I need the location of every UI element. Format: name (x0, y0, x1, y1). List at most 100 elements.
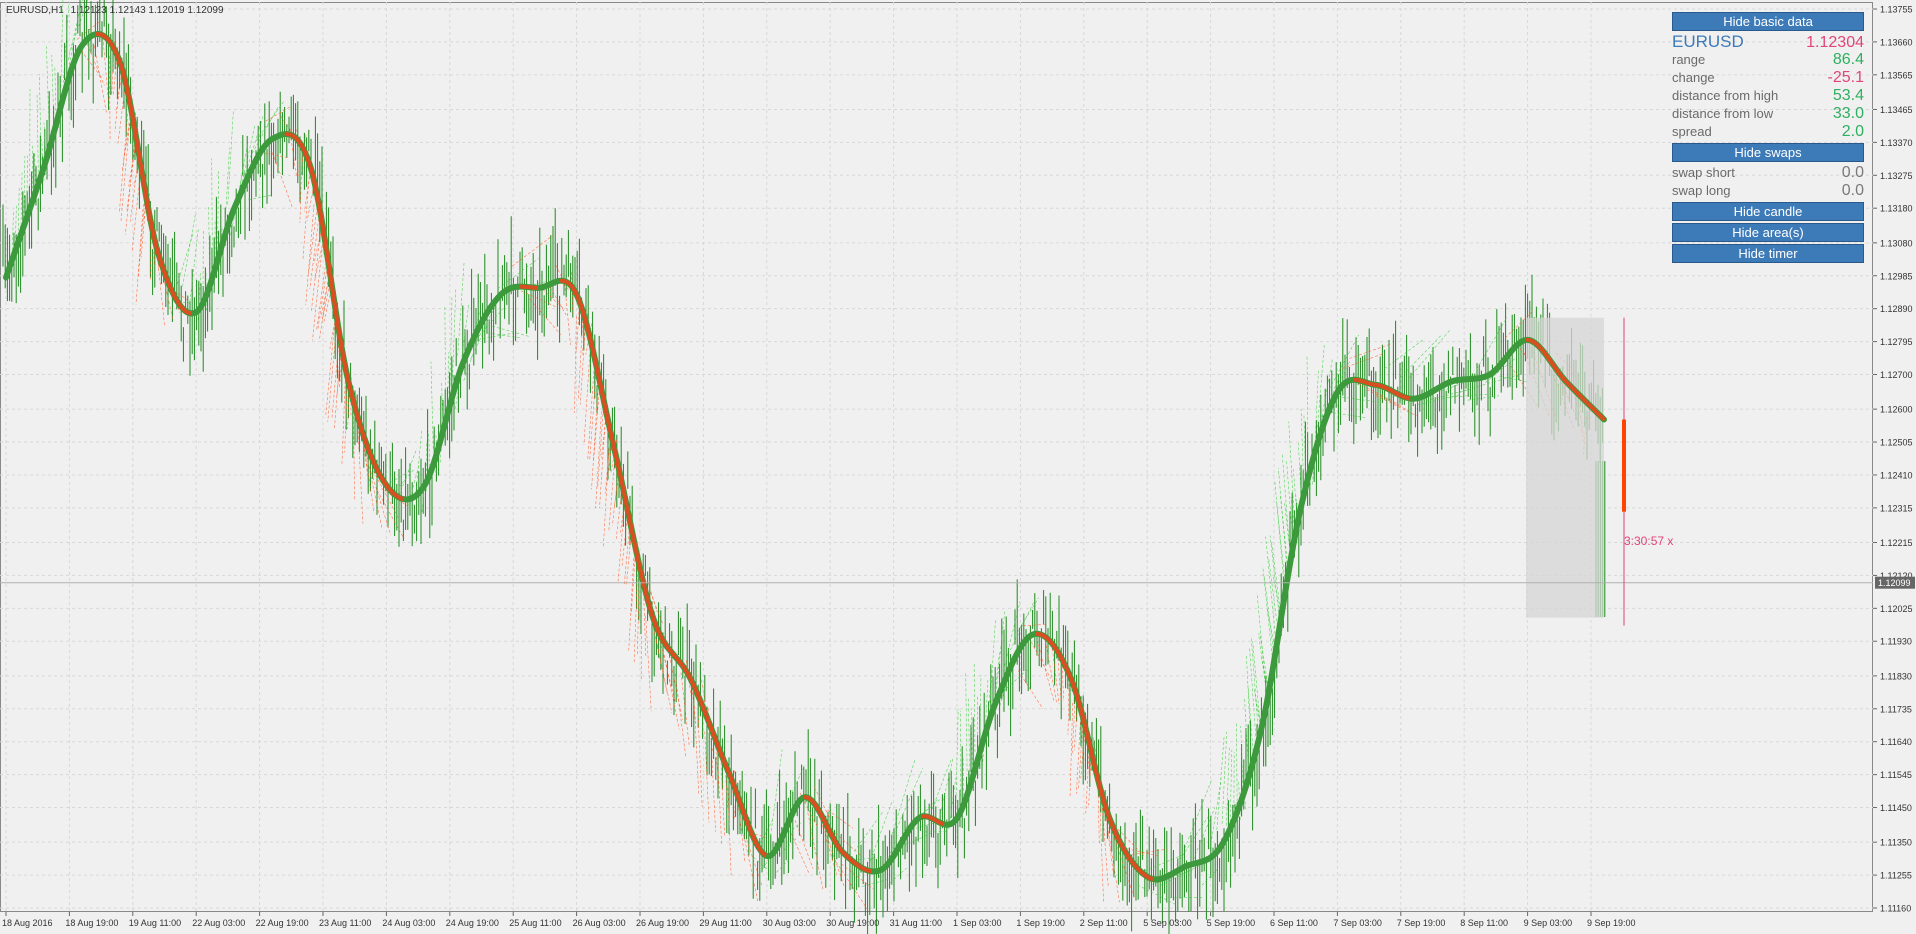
fan-line (1126, 848, 1160, 857)
x-tick-label: 5 Sep 03:00 (1143, 918, 1192, 928)
fan-line (80, 50, 103, 79)
fan-line (217, 169, 219, 250)
y-tick-label: 1.12985 (1880, 271, 1913, 281)
fan-line (1458, 381, 1493, 394)
chart-header: EURUSD,H1 1.12123 1.12143 1.12019 1.1209… (6, 5, 224, 16)
fan-line (1280, 495, 1289, 569)
y-tick-label: 1.11735 (1880, 704, 1912, 714)
hide-swaps-button[interactable]: Hide swaps (1672, 143, 1864, 162)
fan-line (102, 37, 109, 100)
fan-line (317, 261, 329, 329)
x-tick-label: 25 Aug 11:00 (509, 918, 561, 928)
fan-line (564, 283, 571, 346)
fan-line (787, 764, 806, 802)
x-tick-label: 2 Sep 11:00 (1080, 918, 1128, 928)
hide-timer-button[interactable]: Hide timer (1672, 244, 1864, 263)
x-tick-label: 18 Aug 19:00 (65, 918, 118, 928)
fan-line (1056, 647, 1062, 705)
hide-areas-button[interactable]: Hide area(s) (1672, 223, 1864, 242)
fan-line (11, 209, 14, 266)
fan-line (823, 826, 845, 888)
fan-line (576, 296, 581, 353)
fan-line (309, 213, 320, 289)
fan-line (1017, 670, 1044, 710)
y-tick-label: 1.12215 (1880, 538, 1913, 548)
fan-line (794, 820, 814, 869)
fan-line (746, 839, 763, 886)
hide-basic-data-button[interactable]: Hide basic data (1672, 12, 1864, 31)
fan-line (1384, 338, 1425, 370)
fan-line (369, 467, 391, 536)
hide-candle-button[interactable]: Hide candle (1672, 202, 1864, 221)
fan-line (497, 258, 539, 290)
fan-line (1276, 501, 1286, 583)
candle-timer-text: 3:30:57 x (1624, 534, 1673, 548)
fan-line (1131, 848, 1168, 856)
fan-line (119, 113, 129, 212)
fan-line (1485, 358, 1516, 383)
fan-line (962, 758, 965, 811)
fan-line (896, 768, 924, 829)
fan-line (138, 198, 146, 277)
fan-line (593, 386, 600, 461)
fan-line (157, 257, 165, 327)
fan-line (854, 811, 883, 852)
fan-line (34, 152, 36, 202)
fan-line (1328, 334, 1359, 390)
range-value: 86.4 (1832, 51, 1864, 68)
fan-line (776, 858, 791, 873)
fan-line (1010, 602, 1034, 651)
y-tick-label: 1.11450 (1880, 803, 1912, 813)
fan-line (1036, 639, 1055, 701)
fan-line (302, 175, 310, 260)
fan-line (415, 430, 422, 494)
fan-line (1358, 383, 1401, 406)
fan-line (341, 380, 346, 466)
fan-line (814, 787, 831, 819)
fan-line (701, 679, 706, 706)
fan-line (783, 822, 801, 837)
fan-line (647, 581, 658, 612)
y-tick-label: 1.12795 (1880, 337, 1913, 347)
fan-line (511, 234, 554, 267)
fan-line (62, 1, 70, 83)
fan-line (1282, 454, 1290, 548)
range-label: range (1672, 52, 1706, 67)
fan-line (650, 592, 664, 624)
spread-value: 2.0 (1841, 123, 1864, 140)
fan-line (470, 325, 487, 359)
y-tick-label: 1.13755 (1880, 5, 1913, 15)
fan-line (1002, 601, 1021, 672)
distance-high-label: distance from high (1672, 88, 1779, 103)
fan-line (1221, 731, 1228, 824)
fan-line (900, 833, 932, 848)
distance-high-value: 53.4 (1832, 87, 1864, 104)
fan-line (487, 332, 522, 339)
fan-line (331, 339, 340, 418)
fan-line (861, 879, 888, 887)
y-tick-label: 1.12600 (1880, 405, 1913, 415)
fan-line (248, 194, 273, 201)
x-tick-label: 18 Aug 2016 (2, 918, 53, 928)
x-tick-label: 24 Aug 03:00 (382, 918, 435, 928)
fan-line (623, 521, 631, 586)
fan-line (1022, 623, 1047, 627)
fan-line (482, 332, 514, 339)
fan-line (1102, 808, 1109, 887)
fan-line (444, 305, 446, 401)
fan-line (109, 56, 111, 141)
fan-line (316, 256, 327, 331)
fan-line (398, 448, 418, 496)
fan-line (1244, 698, 1249, 772)
candle-bars (2, 0, 1606, 934)
fan-line (1325, 361, 1351, 409)
y-tick-label: 1.11830 (1880, 671, 1912, 681)
fan-line (120, 123, 130, 223)
x-tick-label: 1 Sep 19:00 (1016, 918, 1065, 928)
fan-line (304, 161, 313, 213)
fan-line (1088, 748, 1092, 806)
last-price-label: 1.12099 (1878, 578, 1911, 588)
fan-line (1262, 566, 1273, 657)
fan-line (1467, 395, 1500, 401)
